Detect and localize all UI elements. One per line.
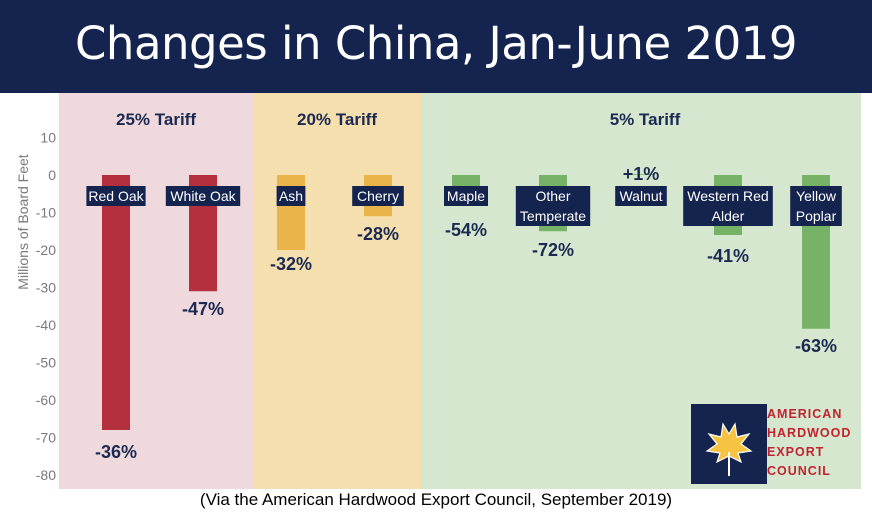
y-tick-label: -30 <box>36 280 56 296</box>
y-tick-label: -20 <box>36 242 56 258</box>
category-label-box <box>86 186 146 206</box>
category-label-box <box>683 186 773 226</box>
y-tick-label: 10 <box>40 130 56 146</box>
tariff-band-1 <box>59 93 253 489</box>
pct-label: -28% <box>357 224 399 244</box>
category-label-box <box>165 186 241 206</box>
category-label: Western Red Alder <box>687 188 768 224</box>
category-label: Red Oak <box>88 188 144 204</box>
maple-leaf-icon <box>691 404 767 484</box>
y-tick-label: -80 <box>36 467 56 483</box>
category-label-box <box>444 186 488 206</box>
category-label-box <box>352 186 404 206</box>
pct-label: -54% <box>445 220 487 240</box>
pct-label: -36% <box>95 442 137 462</box>
logo-line-4: COUNCIL <box>767 464 831 478</box>
group-header: 5% Tariff <box>610 110 681 129</box>
bar-0 <box>102 175 130 430</box>
category-label: Other Temperate <box>520 188 586 224</box>
y-tick-label: 0 <box>48 167 56 183</box>
bar-6 <box>627 174 655 175</box>
logo-line-3: EXPORT <box>767 445 825 459</box>
source-caption: (Via the American Hardwood Export Counci… <box>199 490 673 509</box>
tariff-band-3 <box>422 93 861 489</box>
category-label-line: Walnut <box>619 188 662 204</box>
category-label-box <box>515 186 591 226</box>
category-label-line: Maple <box>447 188 485 204</box>
category-label-box <box>790 186 842 226</box>
category-label-line: Alder <box>712 208 745 224</box>
category-label-line: Yellow <box>796 188 837 204</box>
y-tick-label: -70 <box>36 430 56 446</box>
title-banner <box>0 0 872 93</box>
category-label-box <box>276 186 306 206</box>
y-tick-label: -50 <box>36 355 56 371</box>
y-tick-label: -40 <box>36 317 56 333</box>
category-label-line: Poplar <box>796 208 837 224</box>
category-label-line: Western Red <box>687 188 768 204</box>
pct-label: -41% <box>707 246 749 266</box>
logo-line-2: HARDWOOD <box>767 426 852 440</box>
bar-4 <box>452 175 480 187</box>
pct-label: +1% <box>623 164 660 184</box>
category-label: Yellow Poplar <box>796 188 837 224</box>
category-label-line: Ash <box>279 188 303 204</box>
category-label-line: Cherry <box>357 188 399 204</box>
category-label-line: Red Oak <box>88 188 144 204</box>
y-tick-label: -10 <box>36 205 56 221</box>
pct-label: -47% <box>182 299 224 319</box>
category-label: Cherry <box>357 188 399 204</box>
y-axis-label: Millions of Board Feet <box>15 154 31 290</box>
category-label-line: Temperate <box>520 208 586 224</box>
pct-label: -63% <box>795 336 837 356</box>
ahec-logo: AMERICAN HARDWOOD EXPORT COUNCIL <box>691 404 851 484</box>
category-label-line: White Oak <box>170 188 236 204</box>
pct-label: -32% <box>270 254 312 274</box>
category-label: Maple <box>447 188 485 204</box>
tariff-band-2 <box>253 93 422 489</box>
category-label: Ash <box>279 188 303 204</box>
group-header: 20% Tariff <box>297 110 377 129</box>
pct-label: -72% <box>532 240 574 260</box>
category-label: Walnut <box>619 188 662 204</box>
bar-chart: 25% Tariff 20% Tariff 5% Tariff 10 0 -10 -20 -3… <box>15 93 861 489</box>
logo-line-1: AMERICAN <box>767 407 843 421</box>
category-label-box <box>615 186 667 206</box>
y-tick-label: -60 <box>36 392 56 408</box>
page-title: Changes in China, Jan-June 2019 <box>75 17 797 70</box>
category-label-line: Other <box>535 188 570 204</box>
category-label: White Oak <box>170 188 236 204</box>
group-header: 25% Tariff <box>116 110 196 129</box>
